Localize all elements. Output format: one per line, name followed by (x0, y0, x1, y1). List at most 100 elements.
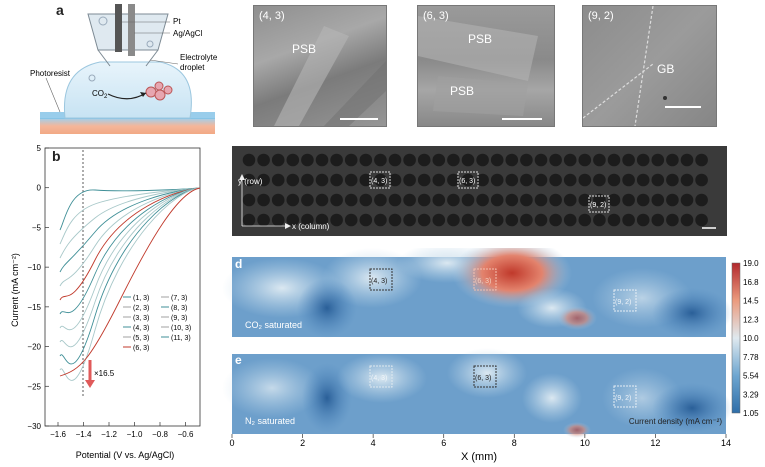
lsv-curve (59, 187, 201, 245)
spot (461, 213, 475, 227)
spot (286, 213, 300, 227)
spot (651, 193, 665, 207)
scale-bar (665, 106, 701, 108)
lsv-curve (59, 187, 201, 331)
photoresist-label: Photoresist (30, 69, 71, 78)
spot (505, 153, 519, 167)
legend-entry: (2, 3) (133, 305, 149, 312)
legend-entry: (7, 3) (171, 295, 187, 302)
spot (344, 193, 358, 207)
spot (417, 213, 431, 227)
spot (330, 193, 343, 207)
spot (315, 173, 329, 187)
legend-entry: (1, 3) (133, 295, 149, 302)
spot (607, 193, 621, 207)
spot (695, 153, 708, 167)
spot (666, 193, 679, 207)
sem-image-9-2: (9, 2) GB (582, 5, 717, 127)
spot (271, 153, 285, 167)
spot (271, 173, 285, 187)
substrate-layer (40, 118, 215, 134)
spot (432, 213, 446, 227)
pt-electrode (115, 4, 122, 52)
colorbar-tick-label: 5.54 (743, 372, 759, 381)
legend-entry: (6, 3) (133, 345, 149, 352)
spot (330, 213, 343, 227)
lsv-curve (59, 187, 201, 259)
map-x-tick-label: 2 (300, 438, 305, 448)
spot (549, 213, 562, 227)
spot (520, 213, 533, 227)
spot (461, 173, 475, 187)
map-d: (4, 3) (6, 3) (9, 2) (222, 248, 732, 338)
x-column-label: x (column) (292, 222, 330, 231)
spot (651, 173, 665, 187)
spot (344, 153, 358, 167)
lsv-curves (59, 187, 201, 381)
spot (344, 173, 358, 187)
spot (403, 193, 416, 207)
plot-frame (44, 147, 201, 427)
lsv-curve (59, 187, 201, 287)
spot (490, 213, 504, 227)
spot (636, 153, 650, 167)
spot (505, 173, 519, 187)
spot (257, 153, 270, 167)
scale-bar (502, 118, 542, 120)
panel-label-b: b (52, 148, 61, 164)
spot (257, 193, 270, 207)
spot (680, 213, 694, 227)
spot (505, 213, 519, 227)
ag-agcl-label: Ag/AgCl (173, 29, 203, 38)
spot (447, 173, 460, 187)
colorbar-tick-label: 10.0 (743, 334, 759, 343)
y-tick-label: −10 (27, 263, 41, 272)
spot (622, 193, 635, 207)
spot (344, 213, 358, 227)
sem-coord-label: (4, 3) (259, 10, 285, 22)
map-e-mark-4-3: (4, 3) (371, 375, 387, 382)
mark-6-3: (6, 3) (459, 178, 475, 185)
legend-entry: (5, 3) (133, 335, 149, 342)
map-d-mark-6-3: (6, 3) (475, 278, 491, 285)
spot (374, 153, 387, 167)
spot (593, 173, 606, 187)
spot (242, 173, 256, 187)
colorbar-tick-label: 7.78 (743, 353, 759, 362)
spot (271, 213, 285, 227)
spot (578, 193, 592, 207)
scale-annotation: ×16.5 (94, 369, 115, 378)
x-tick-label: −0.8 (152, 430, 168, 439)
panel-label-d: d (235, 257, 242, 271)
n2-saturated-label: N₂ saturated (245, 416, 295, 426)
spot (461, 153, 475, 167)
spot (651, 213, 665, 227)
y-ticks: 5 0 −5 −10 −15 −20 −25 −30 (27, 144, 49, 431)
spot (403, 153, 416, 167)
co2-saturated-label: CO₂ saturated (245, 320, 302, 330)
y-tick-label: 5 (37, 144, 42, 153)
spot (563, 213, 577, 227)
x-tick-label: −1.0 (127, 430, 143, 439)
psb-label-upper: PSB (468, 32, 493, 46)
spot (666, 153, 679, 167)
spot (490, 193, 504, 207)
spot (534, 173, 548, 187)
spot (520, 153, 533, 167)
spot (651, 153, 665, 167)
y-tick-label: −20 (27, 343, 41, 352)
colorbar (731, 262, 741, 414)
spot (622, 173, 635, 187)
spot (359, 193, 373, 207)
map-x-tick-label: 14 (721, 438, 731, 448)
spot (330, 153, 343, 167)
co2-label: CO2 (92, 89, 108, 100)
spot (593, 153, 606, 167)
legend-entry: (10, 3) (171, 325, 191, 332)
spot (636, 173, 650, 187)
map-x-tick-label: 0 (229, 438, 234, 448)
lsv-curve (59, 187, 201, 315)
map-x-tick-label: 12 (650, 438, 660, 448)
spot (680, 153, 694, 167)
legend-entry: (9, 3) (171, 315, 187, 322)
